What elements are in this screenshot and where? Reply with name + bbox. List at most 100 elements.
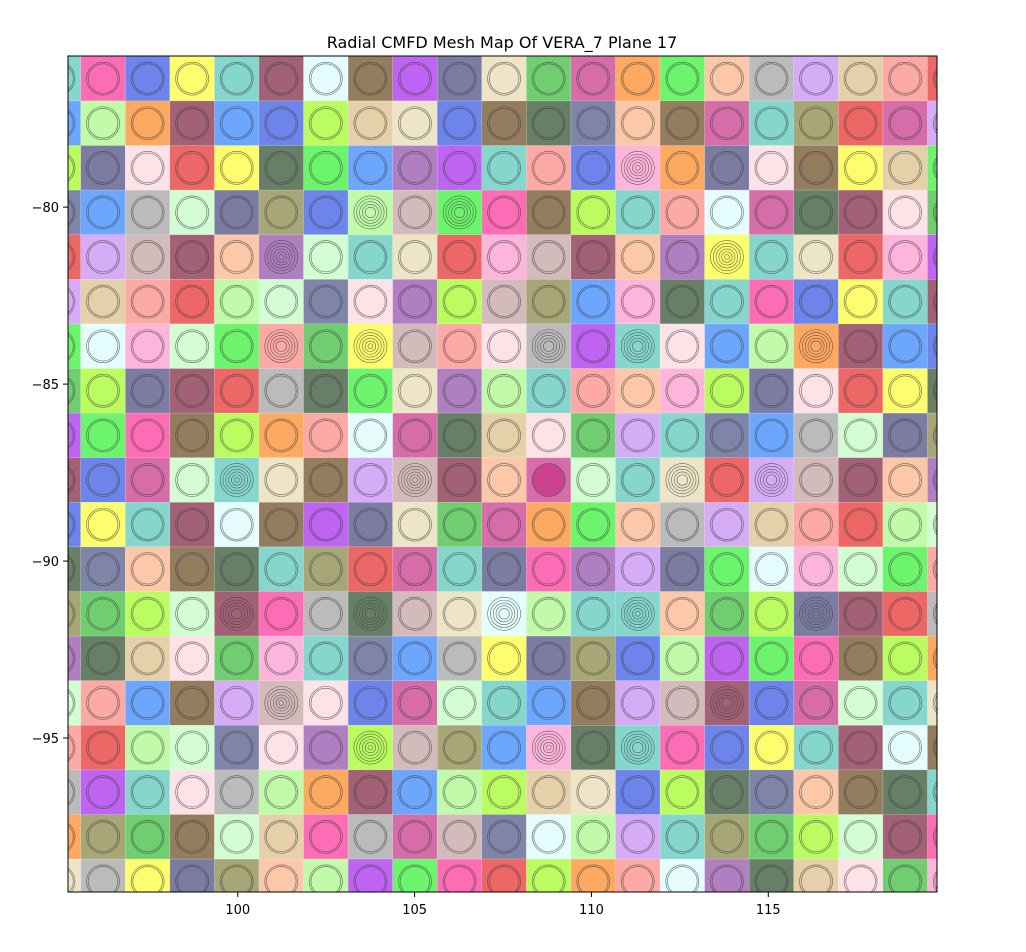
pin-ring [86,463,120,497]
mesh-cell [793,591,839,637]
pin-ring [711,821,743,852]
mesh-cell [125,591,171,637]
mesh-cell [526,100,572,146]
mesh-cell [392,769,438,815]
mesh-cell [214,724,260,771]
mesh-cell [838,591,884,637]
pin-ring [272,337,290,355]
pin-ring [175,730,209,765]
pin-ring [756,420,787,451]
pin-ring [68,869,74,892]
pin-ring [219,507,254,542]
mesh-cell [392,502,438,548]
mesh-cell [392,189,438,236]
pin-ring [578,732,609,763]
pin-ring [86,775,120,809]
mesh-cell [659,457,705,503]
mesh-cell [526,724,572,771]
pin-ring [890,63,921,94]
pin-ring [399,598,431,629]
pin-ring [488,331,520,362]
pin-ring [86,507,120,542]
pin-ring [754,240,789,274]
mesh-cell [481,769,527,815]
mesh-cell [704,412,750,459]
pin-ring [712,689,741,717]
x-tick-label: 100 [225,903,250,918]
pin-ring [576,240,611,274]
pin-ring [353,775,388,809]
mesh-cell [748,457,795,503]
mesh-cell [214,100,260,146]
pin-ring [543,340,555,352]
pin-ring [845,509,876,540]
pin-ring [667,821,698,852]
pin-ring [87,152,119,183]
mesh-cell [748,814,795,860]
mesh-cell [125,56,171,102]
mesh-cell [615,546,661,592]
pin-ring [132,643,163,674]
pin-ring [711,152,743,183]
pin-ring [266,598,297,629]
pin-ring [845,241,876,273]
pin-ring [487,374,521,408]
pin-ring [266,464,297,496]
pin-ring [576,329,611,364]
pin-ring [264,686,299,720]
mesh-cell [68,502,82,548]
mesh-cell [570,546,616,592]
mesh-cell [303,546,349,592]
mesh-cell [68,323,82,369]
mesh-cell [882,412,928,459]
pin-ring [665,507,700,542]
mesh-cell [882,814,928,860]
pin-ring [711,509,743,540]
mesh-cell [704,145,750,191]
mesh-cell [68,635,82,681]
pin-ring [399,375,431,406]
pin-ring [799,106,833,141]
pin-ring [132,554,163,585]
pin-ring [444,866,475,892]
mesh-cell [169,546,215,592]
mesh-cell [68,546,82,592]
pin-ring [710,597,744,631]
pin-ring [444,732,475,763]
pin-ring [807,337,825,355]
pin-ring [225,468,248,492]
pin-ring [219,819,254,854]
pin-ring [890,732,921,763]
pin-ring [68,109,76,138]
pin-ring [132,63,163,94]
pin-ring [309,463,343,497]
pin-ring [266,286,297,317]
mesh-cell [793,368,839,414]
mesh-cell [303,189,349,236]
pin-ring [799,730,833,765]
pin-ring [724,254,730,260]
pin-ring [398,507,432,542]
pin-ring [130,730,165,765]
mesh-cell [303,858,349,892]
pin-ring [177,821,208,852]
pin-ring [932,112,937,135]
pin-ring [398,819,432,854]
pin-ring [310,464,341,496]
mesh-cell [80,769,126,815]
mesh-cell [303,368,349,414]
mesh-cell [169,814,215,860]
mesh-cell [392,234,438,280]
pin-ring [310,732,341,763]
pin-ring [266,63,297,94]
pin-ring [667,866,698,892]
pin-ring [132,777,163,808]
pin-ring [264,864,299,892]
mesh-cell [436,368,483,414]
pin-ring [355,241,386,273]
pin-ring [802,332,831,361]
pin-ring [629,159,647,177]
mesh-cell [347,412,393,459]
pin-ring [756,286,787,317]
pin-ring [531,597,566,631]
